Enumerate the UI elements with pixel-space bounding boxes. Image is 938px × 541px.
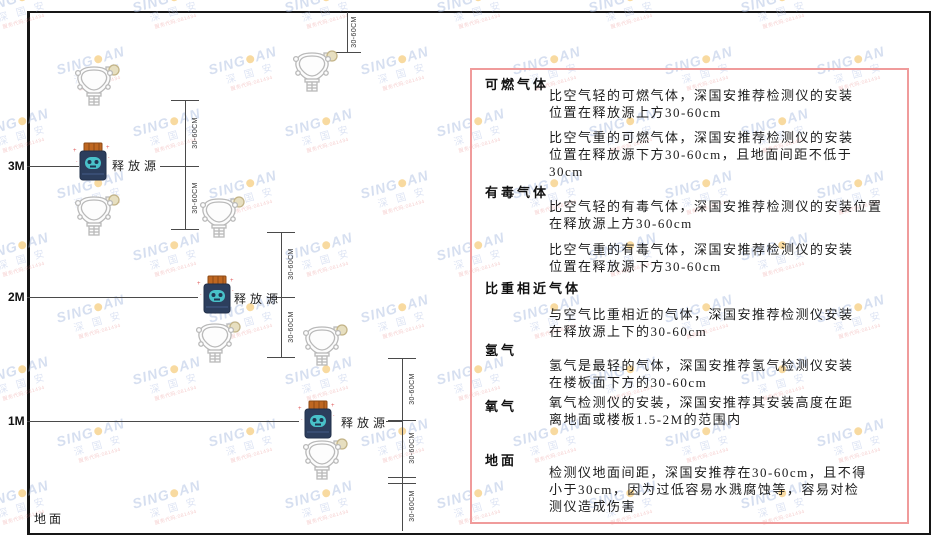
section-heading-similar-density: 比重相近气体	[485, 281, 582, 296]
section-para: 氢气是最轻的气体，深国安推荐氢气检测仪安装 在楼板面下方的30-60cm	[549, 358, 854, 390]
label-connector	[160, 166, 171, 167]
watermark-dot-icon	[17, 488, 28, 498]
watermark-dot-icon	[321, 0, 332, 2]
section-heading-oxygen: 氧气	[485, 399, 518, 414]
gas-detector-icon	[70, 63, 120, 112]
section-para: 比空气轻的可燃气体，深国安推荐检测仪的安装 位置在释放源上方30-60cm	[549, 88, 854, 120]
dimension-label: 30-60CM	[409, 490, 416, 522]
release-source-label: 释放源	[234, 292, 283, 306]
svg-text:+: +	[197, 281, 201, 287]
section-heading-toxic: 有毒气体	[485, 185, 550, 200]
section-heading-combustible: 可燃气体	[485, 77, 550, 92]
gas-detector-icon	[288, 49, 338, 98]
watermark-dot-icon	[17, 116, 28, 126]
dimension-line	[281, 232, 282, 358]
height-label-1m: 1M	[8, 414, 25, 428]
dimension-tick	[267, 357, 295, 358]
watermark-dot-icon	[473, 0, 484, 2]
svg-text:+: +	[106, 145, 110, 151]
section-heading-ground: 地面	[485, 453, 518, 468]
height-line-2m	[27, 297, 198, 298]
dimension-tick	[388, 483, 416, 484]
dimension-tick	[171, 229, 199, 230]
section-para: 比空气重的可燃气体，深国安推荐检测仪的安装 位置在释放源下方30-60cm，且地…	[549, 130, 854, 179]
dimension-tick	[388, 477, 416, 478]
dimension-tick	[333, 52, 361, 53]
dimension-label: 30-60CM	[288, 311, 295, 343]
ground-label: 地面	[34, 512, 65, 526]
dimension-line	[347, 12, 348, 53]
release-source-label: 释放源	[112, 159, 161, 173]
svg-text:.: .	[76, 158, 78, 164]
watermark-dot-icon	[17, 0, 28, 2]
label-connector	[272, 297, 281, 298]
section-heading-hydrogen: 氢气	[485, 343, 518, 358]
watermark-dot-icon	[169, 0, 180, 2]
svg-text:.: .	[108, 154, 110, 160]
dimension-label: 30-60CM	[192, 117, 199, 149]
height-line-3m	[27, 166, 79, 167]
gas-detector-icon	[298, 437, 348, 486]
svg-text:.: .	[232, 287, 234, 293]
section-para: 比空气轻的有毒气体，深国安推荐检测仪的安装位置 在释放源上方30-60cm	[549, 199, 883, 231]
dimension-tick	[267, 297, 295, 298]
gas-detector-icon	[70, 193, 120, 242]
watermark-dot-icon	[625, 0, 636, 2]
dimension-label: 30-60CM	[409, 373, 416, 405]
dimension-tick	[171, 166, 199, 167]
dimension-tick	[267, 232, 295, 233]
gas-detector-icon	[298, 323, 348, 372]
svg-text:+: +	[298, 406, 302, 412]
dimension-line	[402, 358, 403, 531]
release-source-icon: + +..	[298, 400, 338, 447]
dimension-label: 30-60CM	[192, 182, 199, 214]
svg-text:+: +	[230, 278, 234, 284]
svg-text:.: .	[333, 412, 335, 418]
dimension-tick	[171, 100, 199, 101]
room-outline	[27, 11, 931, 535]
section-para: 检测仪地面间距，深国安推荐在30-60cm，且不得 小于30cm，因为过低容易水…	[549, 465, 867, 514]
svg-text:.: .	[200, 291, 202, 297]
dimension-label: 30-60CM	[288, 248, 295, 280]
dimension-tick	[388, 420, 416, 421]
dimension-tick	[388, 358, 416, 359]
release-source-icon: + +..	[197, 275, 237, 322]
height-label-2m: 2M	[8, 290, 25, 304]
section-para: 与空气比重相近的气体，深国安推荐检测仪安装 在释放源上下的30-60cm	[549, 307, 854, 339]
installation-guide-panel: 可燃气体 比空气轻的可燃气体，深国安推荐检测仪的安装 位置在释放源上方30-60…	[470, 68, 909, 524]
svg-text:.: .	[301, 416, 303, 422]
watermark-dot-icon	[777, 0, 788, 2]
dimension-label: 30-60CM	[409, 432, 416, 464]
watermark-dot-icon	[17, 364, 28, 374]
gas-detector-icon	[195, 195, 245, 244]
watermark-dot-icon	[17, 240, 28, 250]
svg-text:+: +	[331, 403, 335, 409]
gas-detector-icon	[191, 320, 241, 369]
section-para: 氧气检测仪的安装，深国安推荐其安装高度在距 离地面或楼板1.5-2M的范围内	[549, 395, 854, 427]
height-label-3m: 3M	[8, 159, 25, 173]
height-line-1m	[27, 421, 299, 422]
release-source-icon: + +..	[73, 142, 113, 189]
dimension-line	[185, 100, 186, 230]
label-connector	[386, 421, 402, 422]
dimension-label: 30-60CM	[351, 16, 358, 48]
release-source-label: 释放源	[341, 416, 390, 430]
svg-text:+: +	[73, 148, 77, 154]
section-para: 比空气重的有毒气体，深国安推荐检测仪的安装 位置在释放源下方30-60cm	[549, 242, 854, 274]
